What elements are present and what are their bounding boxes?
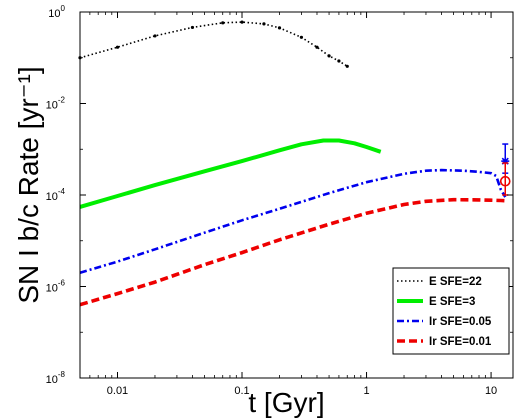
series-point bbox=[337, 59, 341, 63]
series-point bbox=[315, 45, 319, 49]
y-axis-label: SN I b/c Rate [yr⁻¹] bbox=[13, 66, 44, 303]
ticks-layer: 0.01 0.1 1 10 10-8 10-6 10-4 10-2 100 bbox=[46, 4, 513, 397]
series-layer bbox=[78, 20, 507, 307]
legend-label-2: Ir SFE=0.05 bbox=[429, 316, 492, 328]
x-tick-label: 10 bbox=[485, 385, 497, 397]
observation-circle-marker bbox=[499, 175, 511, 187]
x-tick-label: 0.1 bbox=[234, 385, 249, 397]
y-tick-label: 100 bbox=[48, 4, 65, 20]
legend-label-0: E SFE=22 bbox=[429, 276, 482, 288]
x-axis-label: t [Gyr] bbox=[248, 387, 324, 418]
legend-label-3: Ir SFE=0.01 bbox=[429, 336, 492, 348]
series-point bbox=[153, 34, 157, 38]
series-line-0 bbox=[79, 21, 348, 67]
y-tick-label: 10-4 bbox=[46, 187, 66, 203]
series-point bbox=[345, 64, 349, 68]
series-line-1 bbox=[79, 138, 382, 209]
series-point bbox=[327, 54, 331, 58]
observations-layer bbox=[499, 143, 511, 196]
y-tick-label: 10-2 bbox=[46, 96, 66, 112]
legend: E SFE=22 E SFE=3 Ir SFE=0.05 Ir SFE=0.01 bbox=[392, 267, 510, 355]
series-line-2 bbox=[79, 168, 507, 274]
series-point bbox=[240, 20, 244, 24]
x-tick-label: 1 bbox=[363, 385, 369, 397]
series-point bbox=[221, 21, 225, 25]
x-tick-label: 0.01 bbox=[107, 385, 128, 397]
series-point bbox=[262, 22, 266, 26]
legend-label-1: E SFE=3 bbox=[429, 296, 475, 308]
y-tick-label: 10-6 bbox=[46, 279, 66, 295]
series-line-3 bbox=[79, 197, 506, 307]
y-tick-label: 10-8 bbox=[46, 370, 66, 386]
series-point bbox=[115, 45, 120, 49]
series-point bbox=[299, 35, 304, 39]
series-point bbox=[277, 26, 282, 30]
series-point bbox=[190, 25, 195, 30]
